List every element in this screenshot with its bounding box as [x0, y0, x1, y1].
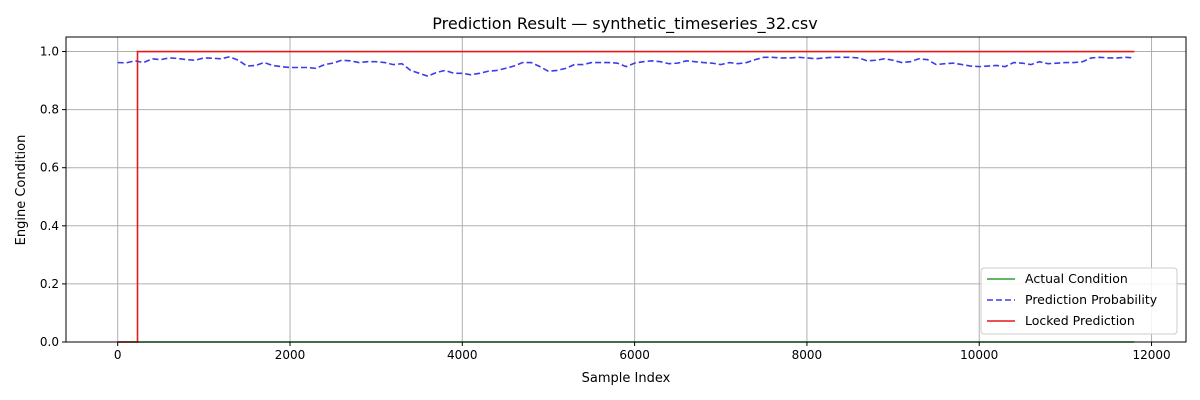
legend: Actual Condition Prediction Probability Lo… — [980, 267, 1178, 335]
legend-label: Locked Prediction — [1025, 313, 1135, 328]
x-tick-label: 6000 — [619, 348, 650, 362]
x-axis-label: Sample Index — [582, 371, 671, 386]
legend-box — [980, 267, 1178, 335]
series-line-prediction-probability — [117, 55, 1135, 78]
x-tick-label: 10000 — [960, 348, 998, 362]
x-tick-label: 12000 — [1132, 348, 1170, 362]
x-tick-label: 0 — [114, 348, 122, 362]
x-tick-label: 8000 — [792, 348, 823, 362]
y-tick-label: 0.8 — [40, 103, 59, 117]
x-tick-label: 2000 — [275, 348, 306, 362]
y-axis-label: Engine Condition — [14, 135, 29, 246]
y-tick-label: 0.6 — [40, 161, 59, 175]
y-tick-label: 0.2 — [40, 277, 59, 291]
y-tick-label: 0.0 — [40, 335, 59, 349]
chart-title: Prediction Result — synthetic_timeseries… — [432, 14, 817, 34]
legend-label: Prediction Probability — [1025, 292, 1158, 307]
y-tick-label: 0.4 — [40, 219, 59, 233]
y-tick-label: 1.0 — [40, 45, 59, 59]
x-tick-label: 4000 — [447, 348, 478, 362]
legend-label: Actual Condition — [1025, 271, 1128, 286]
ticks: 0 2000 4000 6000 8000 10000 12000 0.0 0.2 0.4 0.6 0… — [40, 45, 1171, 362]
plot-frame — [65, 36, 1187, 343]
